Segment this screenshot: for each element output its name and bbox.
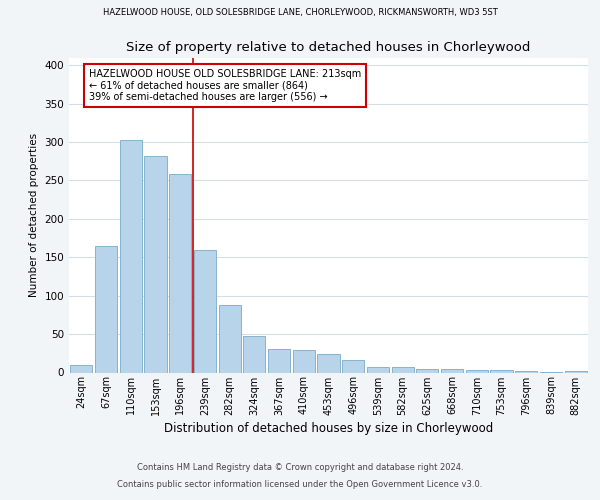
Bar xyxy=(342,360,364,372)
Bar xyxy=(194,250,216,372)
Bar xyxy=(466,370,488,372)
Y-axis label: Number of detached properties: Number of detached properties xyxy=(29,133,39,297)
Text: Contains public sector information licensed under the Open Government Licence v3: Contains public sector information licen… xyxy=(118,480,482,489)
Bar xyxy=(293,350,315,372)
Bar xyxy=(243,336,265,372)
Bar xyxy=(268,348,290,372)
Text: Contains HM Land Registry data © Crown copyright and database right 2024.: Contains HM Land Registry data © Crown c… xyxy=(137,464,463,472)
Bar xyxy=(145,156,167,372)
Bar xyxy=(119,140,142,372)
Bar xyxy=(70,365,92,372)
Bar xyxy=(515,371,538,372)
Title: Size of property relative to detached houses in Chorleywood: Size of property relative to detached ho… xyxy=(127,40,530,54)
Bar xyxy=(392,367,414,372)
Bar xyxy=(490,370,512,372)
Bar xyxy=(95,246,117,372)
Bar xyxy=(565,371,587,372)
Bar xyxy=(317,354,340,372)
Text: HAZELWOOD HOUSE, OLD SOLESBRIDGE LANE, CHORLEYWOOD, RICKMANSWORTH, WD3 5ST: HAZELWOOD HOUSE, OLD SOLESBRIDGE LANE, C… xyxy=(103,8,497,16)
X-axis label: Distribution of detached houses by size in Chorleywood: Distribution of detached houses by size … xyxy=(164,422,493,434)
Bar xyxy=(169,174,191,372)
Bar xyxy=(441,368,463,372)
Text: HAZELWOOD HOUSE OLD SOLESBRIDGE LANE: 213sqm
← 61% of detached houses are smalle: HAZELWOOD HOUSE OLD SOLESBRIDGE LANE: 21… xyxy=(89,69,361,102)
Bar xyxy=(218,305,241,372)
Bar xyxy=(416,368,439,372)
Bar xyxy=(367,367,389,372)
